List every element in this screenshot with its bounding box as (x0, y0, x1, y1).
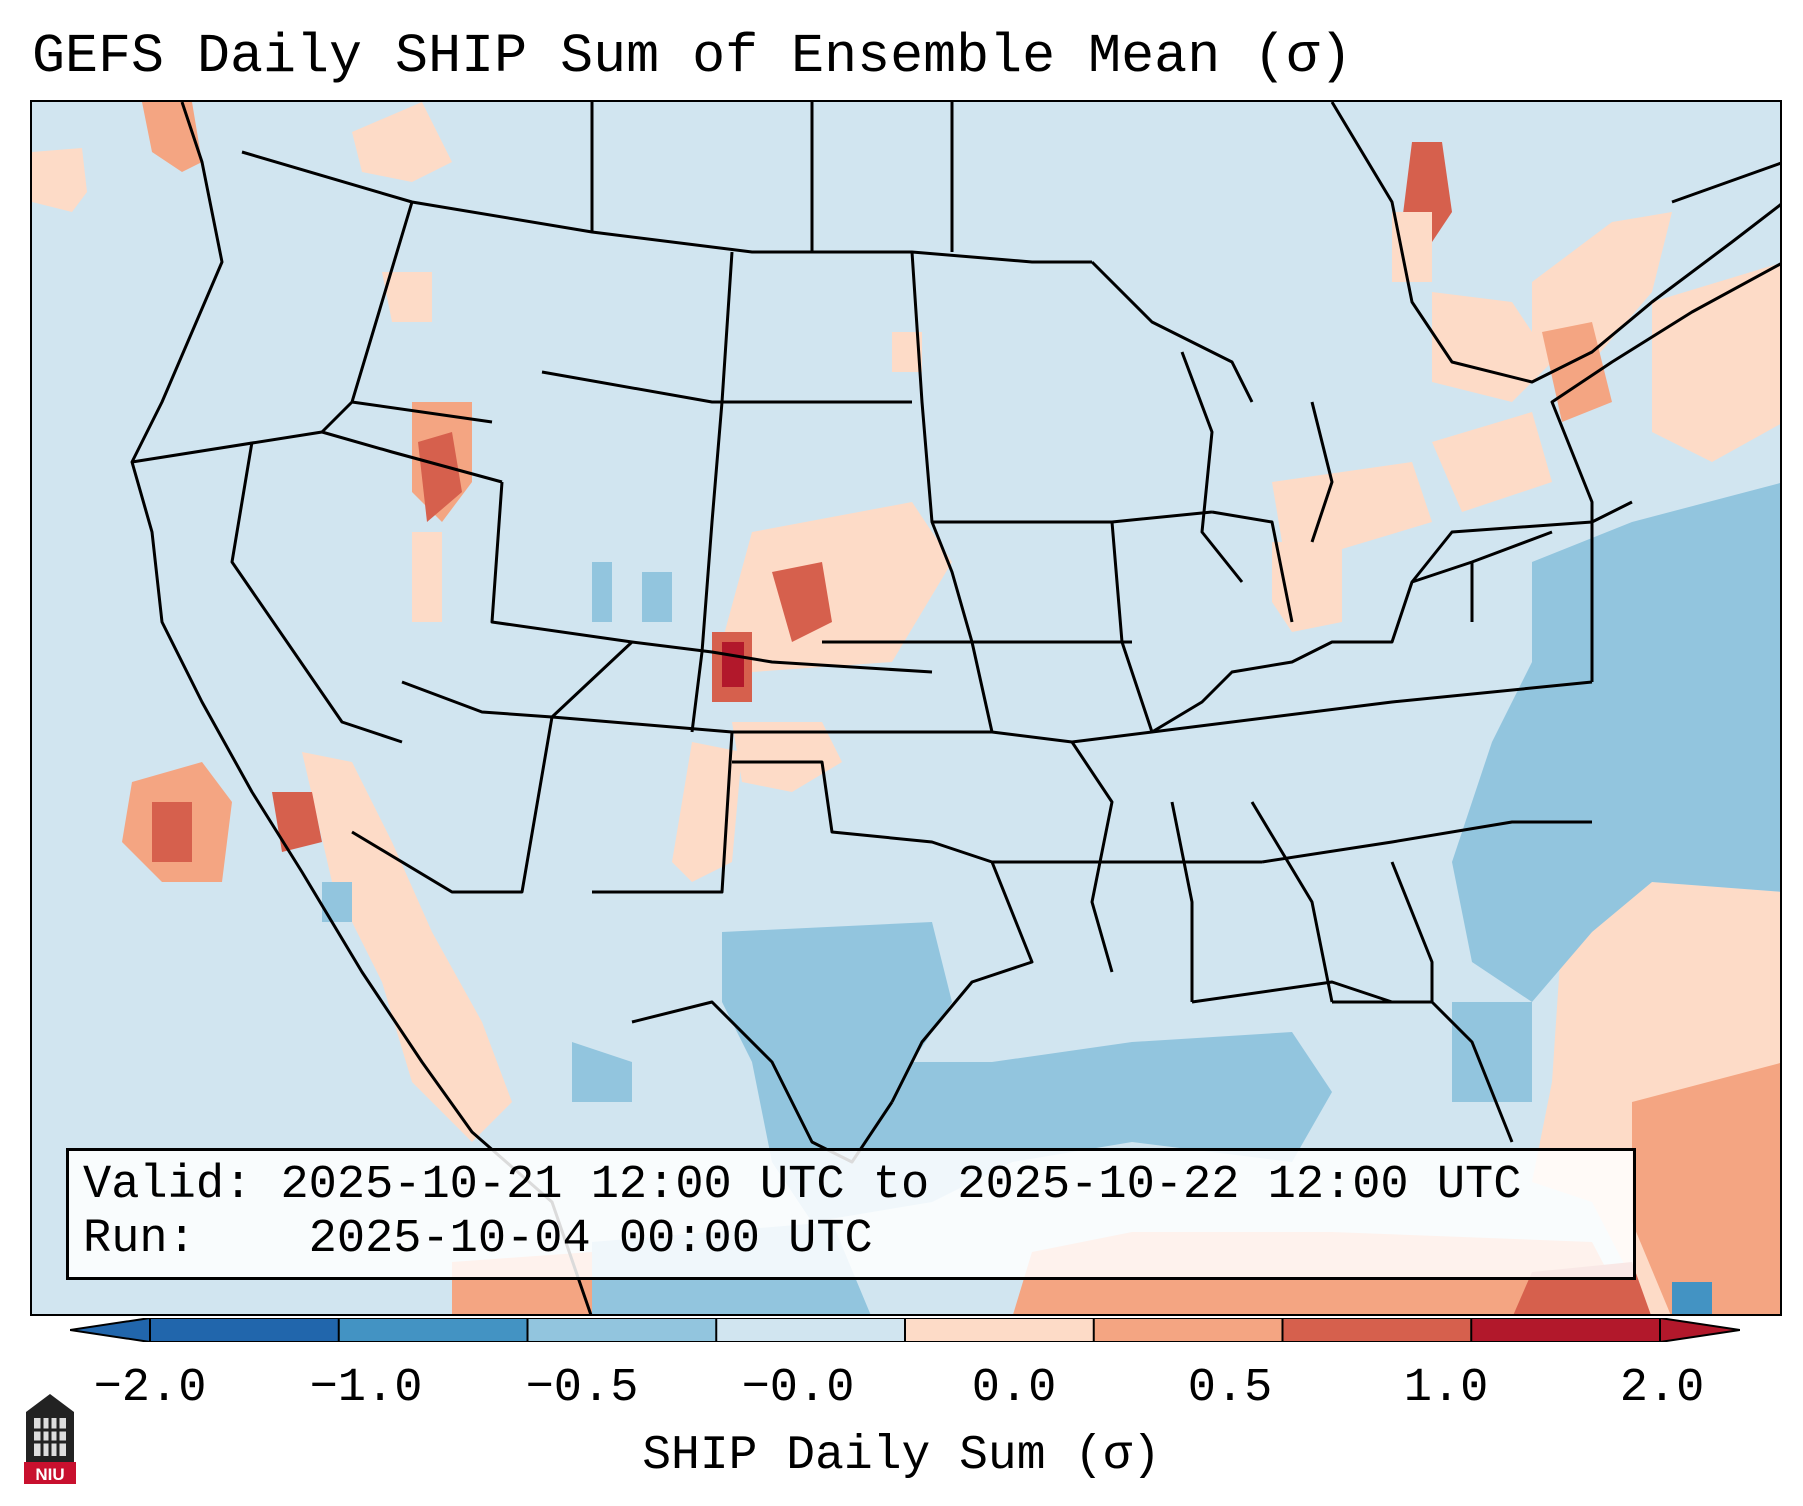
colorbar-segment (1471, 1318, 1661, 1342)
colorbar-tick-label: 0.5 (1187, 1362, 1273, 1415)
colorbar-tick-label: −1.0 (309, 1362, 423, 1415)
colorbar-segment (716, 1318, 906, 1342)
colorbar-segment (527, 1318, 717, 1342)
colorbar-segment (905, 1318, 1095, 1342)
colorbar-ticks (149, 1318, 1661, 1342)
map-panel (30, 100, 1782, 1316)
map-title: GEFS Daily SHIP Sum of Ensemble Mean (σ) (32, 25, 1353, 88)
colorbar-tick-label: −0.5 (525, 1362, 639, 1415)
colorbar-segment (1282, 1318, 1472, 1342)
colorbar-tick-label: 0.0 (971, 1362, 1057, 1415)
logo-text: NIU (35, 1465, 64, 1484)
colorbar-extend-low (70, 1318, 150, 1342)
colorbar-extend-high (1660, 1318, 1740, 1342)
run-label: Run: (83, 1213, 196, 1266)
colorbar-label: SHIP Daily Sum (σ) (642, 1429, 1161, 1483)
run-time: 2025-10-04 00:00 UTC (308, 1213, 873, 1266)
colorbar-segment (1093, 1318, 1283, 1342)
anomaly-patches-negative (322, 483, 1780, 1314)
colorbar (70, 1318, 1740, 1342)
map-canvas (32, 102, 1780, 1314)
colorbar-segment (150, 1318, 340, 1342)
valid-label: Valid: (83, 1159, 253, 1212)
colorbar-segment (338, 1318, 528, 1342)
colorbar-tick-label: −2.0 (93, 1362, 207, 1415)
valid-run-info-box: Valid: 2025-10-21 12:00 UTC to 2025-10-2… (66, 1148, 1636, 1280)
colorbar-segments (70, 1318, 1740, 1342)
valid-time-range: 2025-10-21 12:00 UTC to 2025-10-22 12:00… (280, 1159, 1522, 1212)
colorbar-tick-label: −0.0 (741, 1362, 855, 1415)
colorbar-tick-label: 1.0 (1403, 1362, 1489, 1415)
niu-logo: NIU (24, 1394, 76, 1484)
state-boundaries (130, 102, 1780, 1314)
colorbar-tick-label: 2.0 (1619, 1362, 1705, 1415)
